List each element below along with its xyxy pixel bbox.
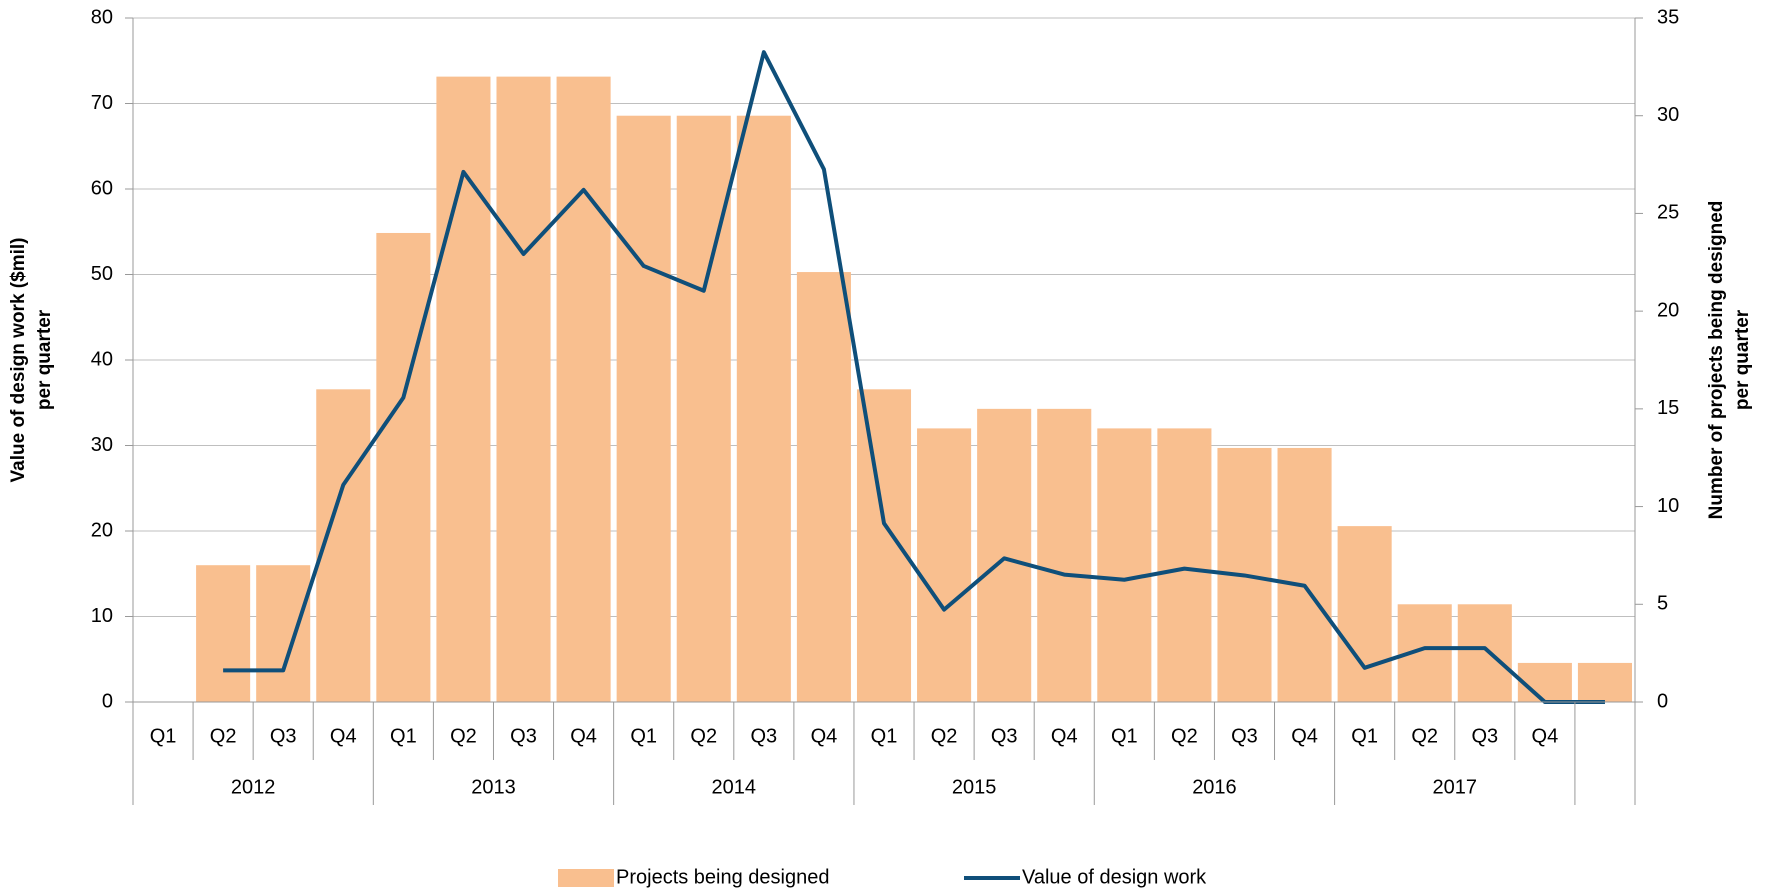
legend-label: Value of design work [1022,866,1207,888]
bar [676,115,731,702]
year-label: 2017 [1433,776,1478,798]
y2-tick-label: 20 [1657,299,1679,321]
y2-tick-label: 30 [1657,104,1679,126]
bar [1097,428,1152,702]
x-tick-label: Q3 [1231,725,1258,747]
bar [256,565,311,702]
bar [736,115,791,702]
y2-tick-label: 5 [1657,593,1668,615]
bar [856,389,912,702]
x-tick-label: Q1 [871,725,898,747]
y-tick-label: 10 [91,605,113,627]
x-tick-label: Q4 [330,725,357,747]
bar [196,565,251,702]
x-tick-label: Q4 [1051,725,1078,747]
x-tick-label: Q1 [630,725,657,747]
x-tick-label: Q2 [1171,725,1198,747]
bar [1277,447,1332,702]
x-tick-label: Q3 [750,725,777,747]
bar [1457,604,1512,702]
y2-tick-label: 15 [1657,397,1679,419]
year-label: 2016 [1192,776,1237,798]
bar [1157,428,1212,702]
y-tick-label: 20 [91,519,113,541]
y-tick-label: 40 [91,348,113,370]
y2-axis-title: Number of projects being designed per qua… [1706,201,1753,520]
x-tick-label: Q4 [1291,725,1318,747]
x-tick-label: Q3 [510,725,537,747]
x-tick-label: Q4 [1532,725,1559,747]
legend-label: Projects being designed [616,866,829,888]
bar [1517,662,1572,702]
x-tick-label: Q2 [1411,725,1438,747]
bar [496,76,551,703]
line [223,50,1605,704]
x-tick-label: Q3 [991,725,1018,747]
x-tick-label: Q2 [690,725,717,747]
y2-tick-label: 35 [1657,6,1679,28]
year-label: 2015 [952,776,997,798]
bar [376,232,431,702]
x-tick-label: Q1 [390,725,417,747]
y-tick-label: 80 [91,6,113,28]
bar [436,76,491,703]
y-tick-label: 30 [91,434,113,456]
y2-tick-label: 25 [1657,202,1679,224]
bar [556,76,611,703]
bar [977,408,1032,702]
x-tick-label: Q2 [210,725,237,747]
y2-tick-label: 0 [1657,690,1668,712]
year-label: 2014 [712,776,757,798]
y2-tick-label: 10 [1657,495,1679,517]
y-tick-label: 60 [91,177,113,199]
y-tick-label: 0 [102,690,113,712]
y-tick-label: 50 [91,263,113,285]
year-label: 2013 [471,776,516,798]
bar [1337,526,1392,702]
y-tick-label: 70 [91,92,113,114]
bar [796,272,851,702]
x-tick-label: Q1 [1351,725,1378,747]
x-tick-label: Q1 [1111,725,1138,747]
x-tick-label: Q2 [931,725,958,747]
legend-swatch [558,869,614,887]
x-tick-label: Q3 [1471,725,1498,747]
bar [1037,408,1092,702]
x-tick-label: Q4 [570,725,597,747]
bar [917,428,972,702]
x-tick-label: Q1 [150,725,177,747]
x-tick-label: Q2 [450,725,477,747]
x-tick-label: Q4 [811,725,838,747]
year-label: 2012 [231,776,276,798]
y-axis-title: Value of design work ($mil) per quarter [8,238,55,483]
bar [1577,662,1632,702]
bar [616,115,671,702]
x-tick-label: Q3 [270,725,297,747]
